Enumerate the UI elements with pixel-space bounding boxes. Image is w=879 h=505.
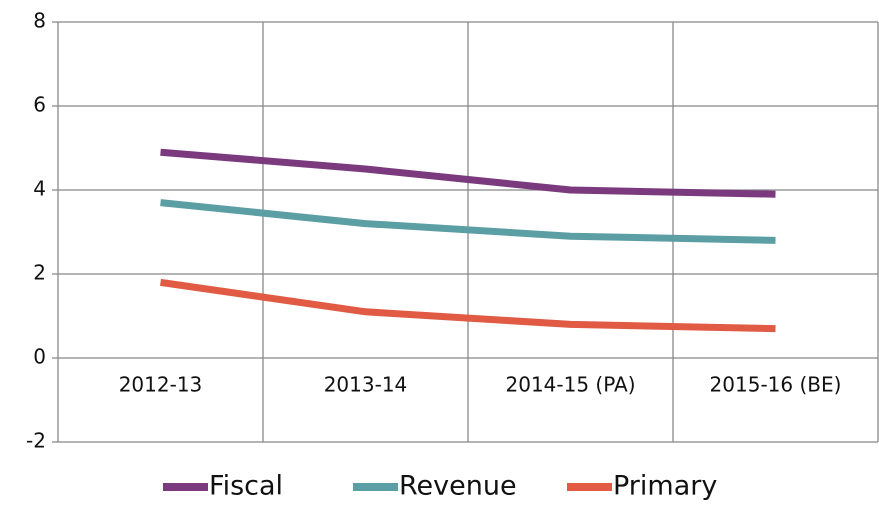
x-tick-label: 2012-13 [119,373,203,397]
x-tick-label: 2014-15 (PA) [506,373,636,397]
y-tick-label: -2 [26,429,46,453]
legend-label: Revenue [399,471,517,502]
y-tick-label: 0 [33,345,46,369]
legend-label: Primary [613,471,717,502]
y-tick-label: 4 [33,177,46,201]
y-tick-label: 6 [33,93,46,117]
y-tick-label: 8 [33,9,46,33]
line-series [160,278,776,333]
line-series [160,148,776,198]
x-tick-label: 2013-14 [324,373,408,397]
line-series [160,199,776,244]
y-tick-label: 2 [33,261,46,285]
legend-label: Fiscal [209,471,283,502]
x-tick-label: 2015-16 (BE) [710,373,842,397]
